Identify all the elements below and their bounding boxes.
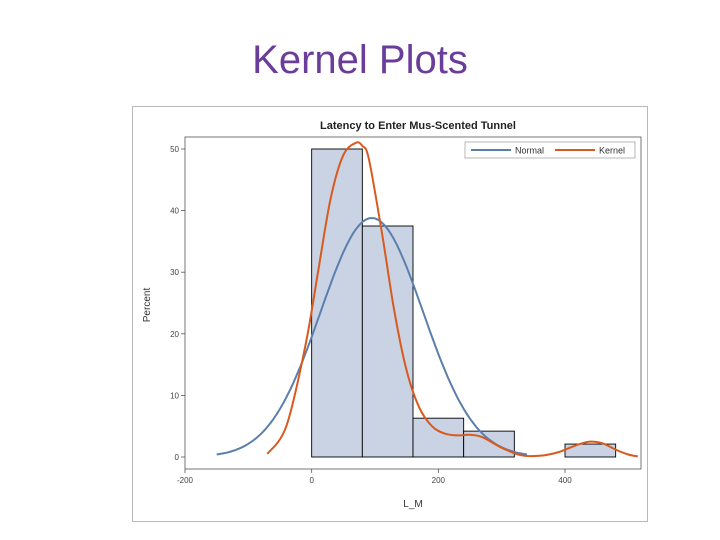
histogram-bars: [311, 148, 617, 458]
y-tick-label-30: 30: [170, 268, 179, 277]
legend: Normal Kernel: [464, 141, 636, 159]
histogram-bar-1: [361, 225, 414, 458]
x-tick-label-0: 0: [309, 476, 314, 485]
legend-normal-label: Normal: [515, 146, 544, 156]
plot-area: [184, 136, 642, 470]
histogram-bar-0: [311, 148, 363, 458]
x-axis-label: L_M: [403, 499, 422, 510]
legend-kernel-label: Kernel: [599, 146, 625, 156]
histogram-bar-3: [463, 430, 515, 458]
y-tick-label-50: 50: [170, 145, 179, 154]
legend-box: [464, 141, 636, 159]
kernel-density-chart: Latency to Enter Mus-Scented Tunnel 0 10 2…: [142, 120, 642, 510]
axis-ticks: 0 10 20 30 40 50 -200 0 200 400: [170, 145, 572, 485]
density-curves: [216, 141, 638, 458]
x-tick-label-400: 400: [558, 476, 572, 485]
y-tick-label-10: 10: [170, 391, 179, 400]
chart-title: Latency to Enter Mus-Scented Tunnel: [320, 120, 516, 132]
y-tick-label-40: 40: [170, 207, 179, 216]
chart-frame: Latency to Enter Mus-Scented Tunnel 0 10 2…: [132, 106, 648, 522]
kernel-curve: [266, 141, 638, 458]
normal-curve: [216, 216, 528, 456]
slide-title: Kernel Plots: [252, 38, 468, 82]
y-tick-label-0: 0: [175, 453, 180, 462]
histogram-bar-2: [412, 417, 465, 458]
y-axis-label: Percent: [142, 288, 153, 323]
x-tick-label--200: -200: [177, 476, 194, 485]
y-tick-label-20: 20: [170, 330, 179, 339]
x-tick-label-200: 200: [432, 476, 446, 485]
